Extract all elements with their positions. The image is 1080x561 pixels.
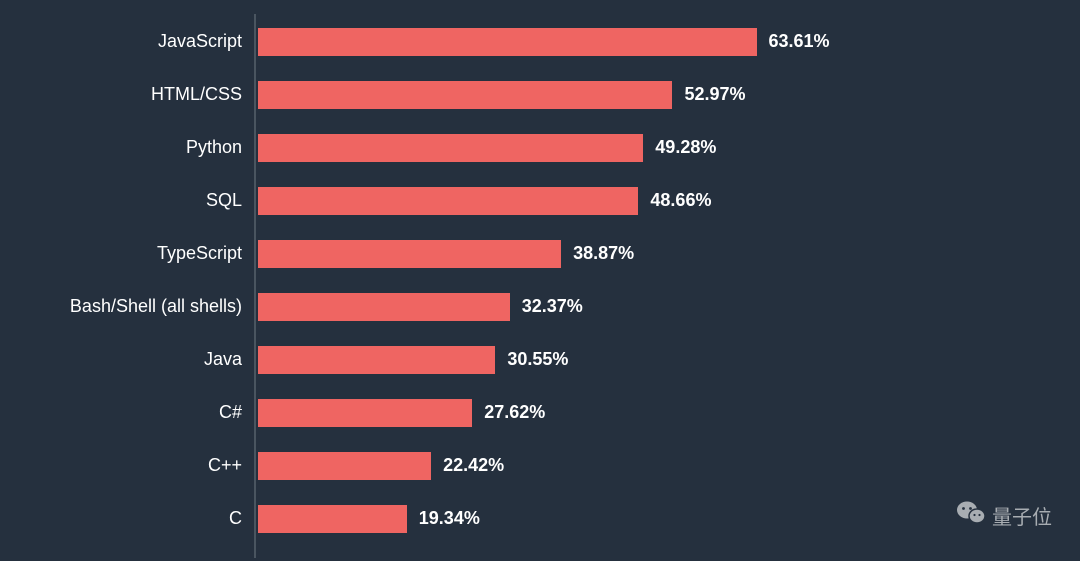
value-label: 22.42% bbox=[443, 455, 504, 476]
category-label: C++ bbox=[208, 455, 242, 476]
category-label: Java bbox=[204, 349, 242, 370]
value-label: 30.55% bbox=[507, 349, 568, 370]
category-label: TypeScript bbox=[157, 243, 242, 264]
wechat-icon bbox=[956, 499, 986, 531]
category-label: SQL bbox=[206, 190, 242, 211]
bar bbox=[256, 291, 512, 323]
category-label: C# bbox=[219, 402, 242, 423]
value-label: 19.34% bbox=[419, 508, 480, 529]
value-label: 48.66% bbox=[650, 190, 711, 211]
bar bbox=[256, 397, 474, 429]
value-label: 27.62% bbox=[484, 402, 545, 423]
bar bbox=[256, 503, 409, 535]
category-label: Bash/Shell (all shells) bbox=[70, 296, 242, 317]
bar-row: Java 30.55% bbox=[0, 344, 1080, 397]
value-label: 52.97% bbox=[684, 84, 745, 105]
bar-row: TypeScript 38.87% bbox=[0, 238, 1080, 291]
value-label: 49.28% bbox=[655, 137, 716, 158]
bar-row: C++ 22.42% bbox=[0, 450, 1080, 503]
bar-row: C 19.34% bbox=[0, 503, 1080, 556]
bar bbox=[256, 26, 759, 58]
bar-row: C# 27.62% bbox=[0, 397, 1080, 450]
bar bbox=[256, 79, 674, 111]
bar bbox=[256, 185, 640, 217]
value-label: 63.61% bbox=[769, 31, 830, 52]
category-label: Python bbox=[186, 137, 242, 158]
bar bbox=[256, 132, 645, 164]
category-label: C bbox=[229, 508, 242, 529]
bar bbox=[256, 238, 563, 270]
bar-row: SQL 48.66% bbox=[0, 185, 1080, 238]
horizontal-bar-chart: JavaScript 63.61% HTML/CSS 52.97% Python 49.2… bbox=[0, 0, 1080, 561]
bar-row: Python 49.28% bbox=[0, 132, 1080, 185]
value-label: 38.87% bbox=[573, 243, 634, 264]
bar bbox=[256, 450, 433, 482]
category-label: JavaScript bbox=[158, 31, 242, 52]
value-label: 32.37% bbox=[522, 296, 583, 317]
watermark-text: 量子位 bbox=[992, 501, 1052, 530]
bar-row: Bash/Shell (all shells) 32.37% bbox=[0, 291, 1080, 344]
chart-stage: JavaScript 63.61% HTML/CSS 52.97% Python 49.2… bbox=[0, 0, 1080, 561]
bar bbox=[256, 344, 497, 376]
bar-row: HTML/CSS 52.97% bbox=[0, 79, 1080, 132]
watermark: 量子位 bbox=[956, 499, 1052, 531]
category-label: HTML/CSS bbox=[151, 84, 242, 105]
bar-row: JavaScript 63.61% bbox=[0, 26, 1080, 79]
